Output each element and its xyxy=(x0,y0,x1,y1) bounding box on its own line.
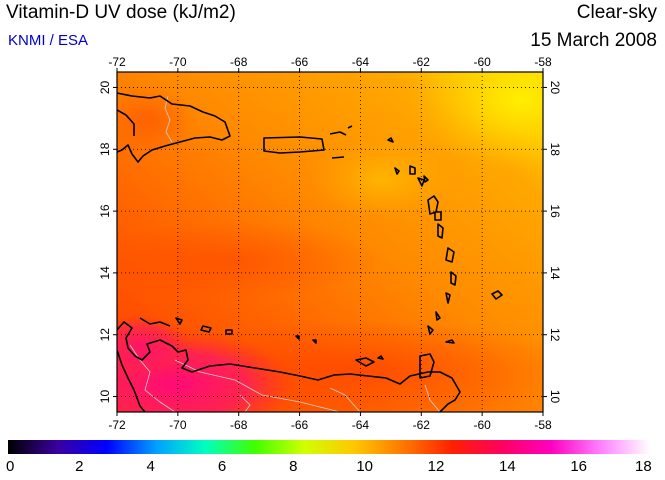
lon-label-top: -62 xyxy=(413,55,431,69)
colorbar-label: 8 xyxy=(289,458,298,475)
lon-label-top: -68 xyxy=(230,55,248,69)
lat-label-right: 12 xyxy=(548,328,562,342)
colorbar-label: 0 xyxy=(6,458,15,475)
lon-label-bottom: -68 xyxy=(230,418,248,432)
source-label: KNMI / ESA xyxy=(8,32,89,49)
coastlines xyxy=(117,92,503,412)
lon-label-bottom: -72 xyxy=(108,418,126,432)
lon-label-bottom: -62 xyxy=(413,418,431,432)
lat-lon-grid xyxy=(117,72,543,412)
lon-label-top: -64 xyxy=(352,55,370,69)
colorbar-label: 18 xyxy=(634,458,652,475)
map-title: Vitamin-D UV dose (kJ/m2) xyxy=(6,2,236,23)
lat-label-right: 20 xyxy=(548,81,562,95)
map-frame xyxy=(116,71,544,413)
date-label: 15 March 2008 xyxy=(530,30,657,51)
uv-field xyxy=(117,72,543,412)
colorbar-label: 6 xyxy=(217,458,227,475)
colorbar-gradient xyxy=(8,440,650,454)
colorbar-label: 2 xyxy=(75,458,84,475)
lat-label-right: 10 xyxy=(548,390,562,404)
lon-label-bottom: -70 xyxy=(169,418,187,432)
lat-label-right: 14 xyxy=(548,266,562,280)
colorbar-label: 12 xyxy=(427,458,445,475)
lat-label-right: 16 xyxy=(548,204,562,218)
colorbar-label: 4 xyxy=(146,458,155,475)
lat-label-left: 18 xyxy=(98,142,112,156)
sky-mode-label: Clear-sky xyxy=(576,2,657,23)
lon-label-bottom: -58 xyxy=(534,418,552,432)
lon-label-top: -58 xyxy=(534,55,552,69)
lon-label-bottom: -60 xyxy=(473,418,491,432)
lat-label-left: 20 xyxy=(98,80,112,94)
lon-label-top: -66 xyxy=(291,55,309,69)
lat-label-left: 14 xyxy=(98,266,112,280)
tick-labels: -72 -72 -70 -70 -68 -68 -66 -66 -64 -64 -62 -62 -60 -… xyxy=(98,55,562,432)
lon-label-top: -72 xyxy=(108,55,126,69)
lat-label-left: 16 xyxy=(98,204,112,218)
lon-label-top: -60 xyxy=(473,55,491,69)
colorbar xyxy=(8,440,650,454)
colorbar-label: 10 xyxy=(356,458,373,475)
lat-label-right: 18 xyxy=(548,143,562,157)
lon-label-top: -70 xyxy=(169,55,187,69)
colorbar-label: 16 xyxy=(570,458,587,475)
lon-label-bottom: -66 xyxy=(291,418,309,432)
colorbar-label: 14 xyxy=(498,458,516,475)
lat-label-left: 12 xyxy=(98,328,112,342)
lat-label-left: 10 xyxy=(98,390,112,404)
lon-label-bottom: -64 xyxy=(352,418,370,432)
